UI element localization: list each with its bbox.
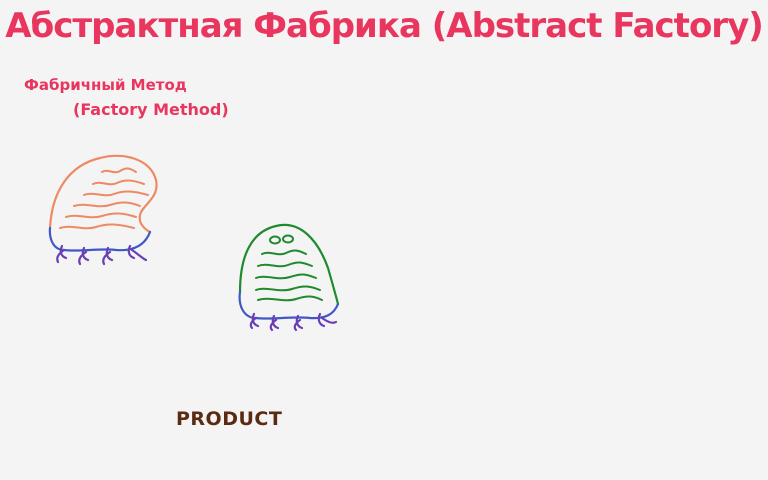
product-eyes	[269, 234, 294, 245]
diagram-title: Абстрактная Фабрика (Abstract Factory)	[5, 6, 764, 46]
product-body-outline	[238, 223, 340, 306]
product-label: PRODUCT	[176, 408, 283, 430]
factory-method-label-en: (Factory Method)	[73, 100, 229, 119]
factory-creature	[48, 154, 158, 266]
factory-legs	[56, 244, 148, 266]
product-creature	[238, 223, 340, 332]
factory-base-line	[48, 226, 152, 252]
factory-stripes	[59, 167, 149, 230]
product-legs	[249, 312, 338, 332]
product-base-line	[238, 290, 340, 320]
factory-body-outline	[48, 154, 158, 234]
product-stripes	[255, 249, 323, 302]
factory-method-label-ru: Фабричный Метод	[24, 76, 187, 94]
